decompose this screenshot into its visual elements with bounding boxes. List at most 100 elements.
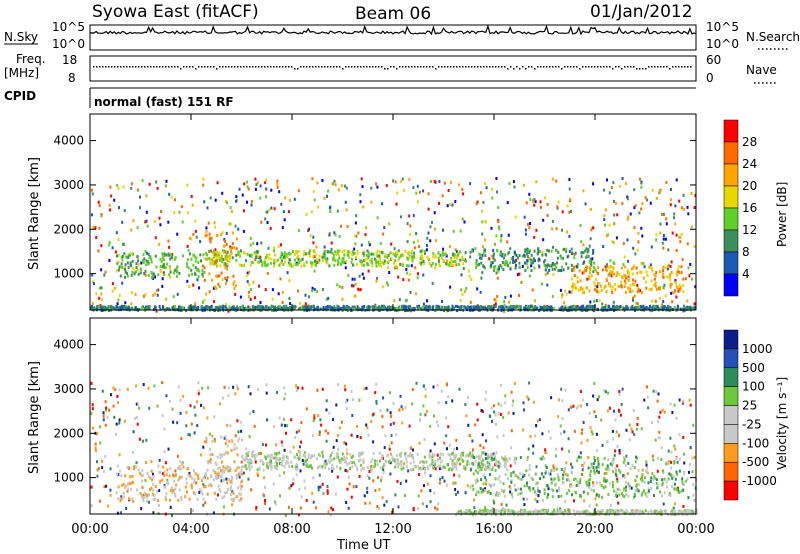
heat-cell [275, 467, 278, 471]
heat-cell [199, 488, 201, 492]
heat-cell [451, 459, 454, 463]
heat-cell [668, 460, 671, 463]
heat-cell [530, 253, 533, 257]
heat-cell [301, 459, 304, 462]
heat-cell [352, 263, 354, 267]
heat-cell [680, 265, 683, 269]
heat-cell [474, 247, 477, 251]
heat-cell [564, 500, 567, 503]
heat-cell [678, 433, 681, 437]
heat-cell [356, 305, 359, 309]
freq-trace [93, 66, 692, 70]
heat-cell [166, 468, 169, 472]
freq-dot [183, 66, 185, 68]
heat-cell [265, 264, 268, 268]
heat-cell [619, 470, 622, 474]
heat-cell [429, 225, 432, 229]
heat-cell [431, 220, 433, 224]
heat-cell [278, 474, 281, 478]
heat-cell [489, 265, 492, 269]
heat-cell [231, 246, 233, 250]
heat-cell [554, 263, 557, 266]
freq-dot [612, 68, 614, 70]
heat-cell [584, 306, 587, 310]
freq-dot [348, 66, 350, 68]
heat-cell [655, 306, 658, 310]
heat-cell [277, 457, 280, 461]
heat-cell [531, 305, 534, 309]
heat-cell [409, 461, 412, 465]
heat-cell [210, 474, 213, 478]
heat-cell [579, 455, 582, 459]
heat-cell [544, 464, 547, 468]
heat-cell [123, 306, 126, 310]
heat-cell [206, 492, 209, 496]
heat-cell [538, 309, 541, 313]
heat-cell [674, 222, 677, 226]
heat-cell [214, 285, 216, 289]
heat-cell [227, 394, 230, 398]
heat-cell [369, 259, 372, 263]
heat-cell [471, 439, 474, 443]
heat-cell [576, 480, 579, 484]
heat-cell [523, 253, 526, 257]
heat-cell [318, 430, 321, 434]
heat-cell [165, 253, 168, 257]
heat-cell [564, 307, 567, 310]
heat-cell [585, 309, 587, 313]
heat-cell [173, 479, 176, 483]
heat-cell [168, 474, 171, 478]
heat-cell [257, 452, 260, 456]
freq-dot [606, 66, 608, 68]
heat-cell [486, 305, 489, 309]
heat-cell [390, 414, 393, 418]
heat-cell [166, 472, 169, 476]
heat-cell [324, 465, 327, 469]
heat-cell [545, 305, 547, 309]
heat-cell [229, 467, 232, 471]
heat-cell [498, 267, 500, 271]
heat-cell [159, 479, 162, 483]
heat-cell [130, 264, 133, 268]
heat-cell [233, 287, 236, 290]
heat-cell [651, 188, 654, 192]
heat-cell [209, 240, 212, 244]
heat-cell [652, 283, 655, 287]
heat-cell [605, 467, 608, 471]
heat-cell [559, 507, 562, 511]
heat-cell [338, 254, 341, 258]
heat-cell [170, 486, 173, 490]
heat-cell [585, 305, 588, 309]
heat-cell [540, 205, 542, 209]
heat-cell [366, 474, 369, 478]
heat-cell [275, 452, 278, 456]
heat-cell [465, 414, 468, 418]
heat-cell [677, 289, 680, 293]
heat-cell [675, 284, 678, 288]
heat-cell [219, 489, 222, 493]
freq-dot [519, 68, 521, 70]
heat-cell [613, 306, 616, 309]
heat-cell [154, 275, 156, 279]
heat-cell [171, 407, 174, 411]
heat-cell [367, 433, 370, 437]
heat-cell [404, 453, 407, 457]
heat-cell [208, 290, 211, 294]
heat-cell [530, 264, 533, 268]
heat-cell [432, 385, 435, 389]
heat-cell [214, 474, 217, 478]
heat-cell [550, 305, 552, 309]
heat-cell [232, 491, 235, 495]
freq-dot [651, 66, 653, 68]
heat-cell [292, 445, 295, 449]
heat-cell [274, 502, 277, 506]
heat-cell [172, 295, 175, 299]
heat-cell [213, 491, 216, 495]
freq-dot [153, 66, 155, 68]
heat-cell [234, 284, 237, 288]
heat-cell [653, 305, 656, 309]
heat-cell [580, 441, 583, 445]
heat-cell [431, 281, 434, 285]
heat-cell [375, 251, 378, 255]
